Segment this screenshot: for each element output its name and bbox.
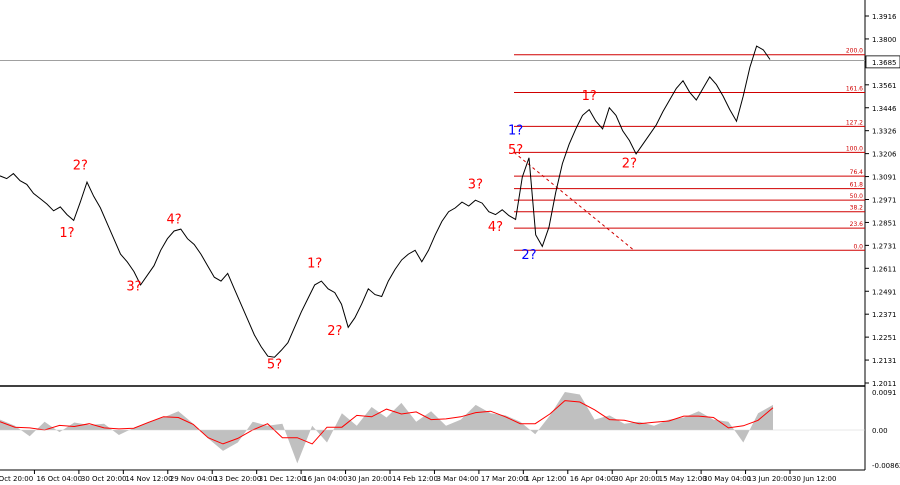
price-axis-label: 1.2131 — [872, 357, 897, 365]
oscillator-axis-label: 0.00 — [872, 427, 888, 435]
price-axis-label: 1.2731 — [872, 242, 897, 250]
fib-level-label: 38.2 — [850, 205, 864, 212]
price-axis-label: 1.3326 — [872, 128, 897, 136]
wave-label: 1? — [59, 226, 74, 241]
price-axis-label: 1.2371 — [872, 311, 897, 319]
time-axis-label: 1 Apr 12:00 — [525, 475, 566, 483]
price-axis-label: 1.3561 — [872, 82, 897, 90]
wave-label: 4? — [167, 212, 182, 227]
fib-level-label: 76.4 — [850, 169, 864, 176]
price-axis-label: 1.2851 — [872, 219, 897, 227]
wave-label: 2? — [622, 156, 637, 171]
current-price-box — [865, 55, 900, 69]
price-axis-label: 1.2611 — [872, 265, 897, 273]
price-axis-label: 1.3206 — [872, 151, 897, 159]
fib-level-label: 50.0 — [850, 193, 864, 200]
price-axis-label: 1.3800 — [872, 36, 897, 44]
oscillator-panel — [0, 392, 865, 464]
wave-label: 2? — [521, 248, 536, 263]
time-axis-label: 13 Jun 20:00 — [748, 475, 792, 483]
fib-level-label: 200.0 — [846, 48, 863, 55]
price-axis-label: 1.2491 — [872, 288, 897, 296]
price-axis-label: 1.3916 — [872, 13, 897, 21]
wave-label: 5? — [508, 143, 523, 158]
wave-label: 1? — [307, 257, 322, 272]
time-axis-label: 31 Dec 12:00 — [259, 475, 306, 483]
oscillator-signal-line — [0, 400, 774, 445]
price-series-line — [0, 45, 771, 358]
price-axis-label: 1.2251 — [872, 334, 897, 342]
fib-level-label: 100.0 — [846, 145, 863, 152]
wave-label: 2? — [73, 158, 88, 173]
time-axis-label: 30 Apr 20:00 — [614, 475, 660, 483]
fib-level-label: 127.2 — [846, 119, 863, 126]
price-axis-label: 1.2011 — [872, 380, 897, 388]
fib-trend-line — [513, 152, 635, 251]
time-axis-label: 15 May 12:00 — [659, 475, 707, 483]
oscillator-axis-label: 0.0091 — [872, 389, 897, 397]
price-panel: 200.0 161.6 127.2 100.0 76.4 61.8 50.0 38.2 23.6… — [0, 45, 865, 373]
price-axis-label: 1.2971 — [872, 197, 897, 205]
fib-level-label: 23.6 — [850, 221, 864, 228]
time-axis-label: 16 Jan 04:00 — [303, 475, 347, 483]
time-axis-label: 16 Apr 04:00 — [570, 475, 616, 483]
wave-label: 1? — [582, 89, 597, 104]
time-axis-label: 2 Oct 20:00 — [0, 475, 33, 483]
time-axis-label: 30 Jan 20:00 — [348, 475, 392, 483]
time-axis-label: 14 Nov 12:00 — [125, 475, 172, 483]
time-axis-label: 16 Oct 04:00 — [36, 475, 82, 483]
time-axis-label: 30 Jun 12:00 — [792, 475, 836, 483]
oscillator-axis-label: -0.00862 — [872, 462, 900, 470]
fib-level-label: 161.6 — [846, 85, 863, 92]
wave-label: 3? — [126, 280, 141, 295]
time-axis-label: 17 Mar 20:00 — [481, 475, 528, 483]
wave-label: 5? — [267, 358, 282, 373]
price-axis-label: 1.3685 — [872, 59, 897, 67]
wave-label: 4? — [488, 220, 503, 235]
fib-level-label: 0.0 — [853, 243, 863, 250]
time-axis-label: 13 Dec 20:00 — [214, 475, 261, 483]
time-axis-label: 30 Oct 20:00 — [81, 475, 127, 483]
price-axis-label: 1.3091 — [872, 174, 897, 182]
oscillator-histogram — [0, 392, 773, 464]
wave-label: 1? — [508, 124, 523, 139]
time-axis-label: 30 May 04:00 — [703, 475, 751, 483]
time-axis-label: 3 Mar 04:00 — [436, 475, 478, 483]
price-axis-label: 1.3446 — [872, 105, 897, 113]
wave-label: 2? — [327, 324, 342, 339]
axes: 1.3916 1.3800 1.3685 1.3561 1.3446 1.3326 1.32… — [0, 13, 900, 483]
wave-label: 3? — [468, 178, 483, 193]
time-axis-label: 14 Feb 12:00 — [392, 475, 438, 483]
time-axis-label: 29 Nov 04:00 — [170, 475, 217, 483]
fib-level-label: 61.8 — [850, 182, 864, 189]
